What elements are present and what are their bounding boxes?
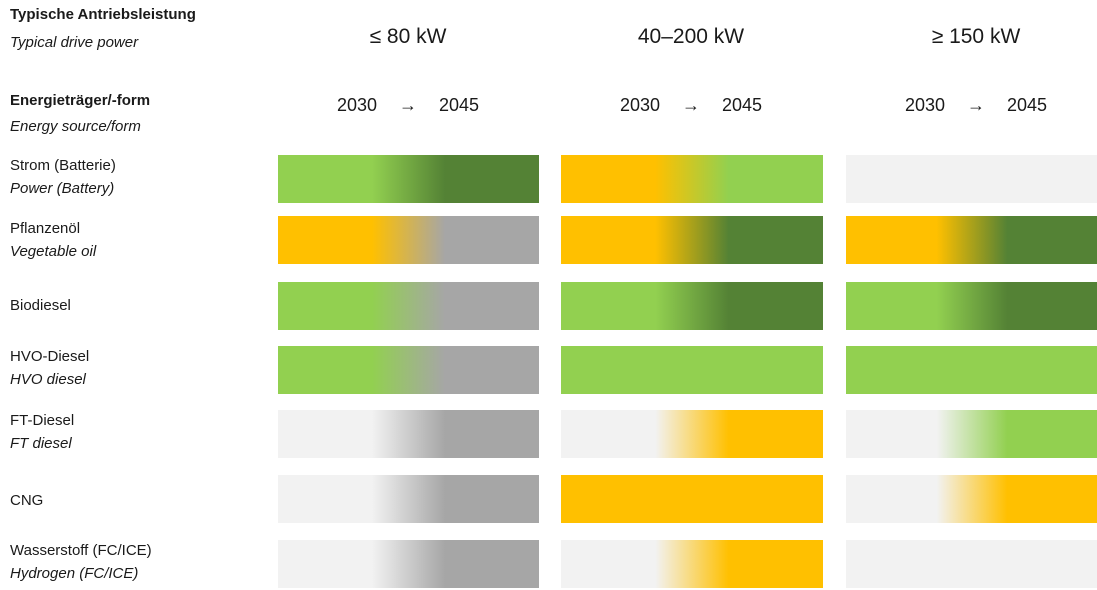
year-end: 2045: [439, 95, 480, 115]
row-label-de: Biodiesel: [10, 297, 71, 314]
year-start: 2030: [904, 95, 945, 115]
row-label: CNG: [10, 492, 43, 509]
transition-bar: [278, 282, 539, 330]
transition-bar: [278, 475, 539, 523]
transition-bar: [278, 216, 539, 264]
row-label: FT-Diesel FT diesel: [10, 412, 74, 452]
transition-bar: [278, 346, 539, 394]
power-header-en: Typical drive power: [10, 34, 139, 51]
row-label-de: Wasserstoff (FC/ICE): [10, 542, 152, 559]
transition-bar: [561, 282, 823, 330]
row-label: Wasserstoff (FC/ICE) Hydrogen (FC/ICE): [10, 542, 152, 582]
year-start: 2030: [619, 95, 660, 115]
row-label-de: HVO-Diesel: [10, 348, 90, 365]
column-power-2: 40–200 kW: [637, 25, 745, 48]
transition-bar: [561, 540, 823, 588]
transition-bar: [846, 216, 1097, 264]
row-label: HVO-Diesel HVO diesel: [10, 348, 89, 388]
arrow-right-icon: →: [399, 95, 417, 115]
column-power-3: ≥ 150 kW: [931, 25, 1021, 48]
row-label-de: Strom (Batterie): [10, 157, 116, 174]
transition-bar: [561, 155, 823, 203]
column-years-3: 2030 → 2045: [846, 95, 1097, 116]
column-power-1: ≤ 80 kW: [369, 25, 447, 48]
transition-bar: [561, 346, 823, 394]
row-label-de: CNG: [10, 492, 44, 509]
transition-bar: [846, 410, 1097, 458]
transition-bar: [278, 410, 539, 458]
row-label: Biodiesel: [10, 297, 71, 314]
transition-bar: [846, 346, 1097, 394]
row-label-en: Power (Battery): [10, 180, 115, 197]
row-label-de: FT-Diesel: [10, 412, 75, 429]
energy-header-en: Energy source/form: [10, 118, 141, 135]
row-label-en: HVO diesel: [10, 371, 86, 388]
transition-bar: [561, 410, 823, 458]
year-start: 2030: [336, 95, 377, 115]
transition-bar: [846, 475, 1097, 523]
row-label: Pflanzenöl Vegetable oil: [10, 220, 96, 260]
transition-bar: [278, 540, 539, 588]
transition-bar: [278, 155, 539, 203]
power-header-de: Typische Antriebsleistung: [10, 6, 196, 23]
row-label-en: Vegetable oil: [10, 243, 97, 260]
row-label-en: Hydrogen (FC/ICE): [10, 565, 139, 582]
row-label-de: Pflanzenöl: [10, 220, 81, 237]
column-years-2: 2030 → 2045: [561, 95, 821, 116]
transition-bar: [561, 475, 823, 523]
year-end: 2045: [722, 95, 763, 115]
transition-bar: [846, 282, 1097, 330]
arrow-right-icon: →: [967, 95, 985, 115]
transition-bar: [846, 540, 1097, 588]
year-end: 2045: [1007, 95, 1048, 115]
energy-header-de: Energieträger/-form: [10, 92, 151, 109]
transition-bar: [846, 155, 1097, 203]
transition-bar: [561, 216, 823, 264]
arrow-right-icon: →: [682, 95, 700, 115]
column-years-1: 2030 → 2045: [278, 95, 538, 116]
row-label: Strom (Batterie) Power (Battery): [10, 157, 116, 197]
row-label-en: FT diesel: [10, 435, 72, 452]
